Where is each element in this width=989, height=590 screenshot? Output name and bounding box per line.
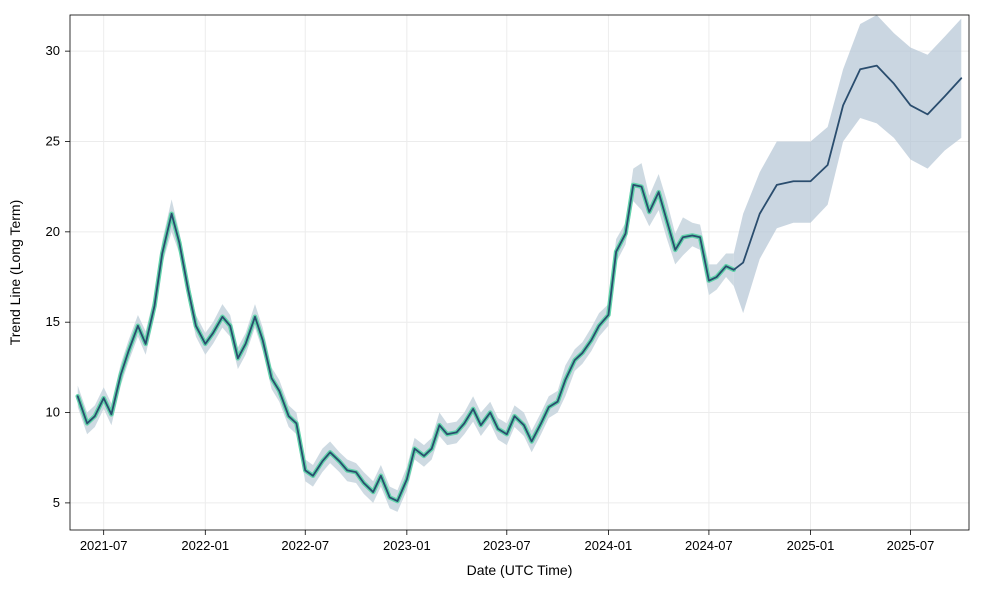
y-tick-label: 25 [46, 133, 60, 148]
x-tick-label: 2024-07 [685, 538, 733, 553]
y-axis-label: Trend Line (Long Term) [7, 200, 23, 346]
y-tick-label: 10 [46, 405, 60, 420]
chart-svg: 2021-07 2022-01 2022-07 2023-01 2023-07 2024-… [0, 0, 989, 590]
x-tick-label: 2023-01 [383, 538, 431, 553]
trend-chart: 2021-07 2022-01 2022-07 2023-01 2023-07 2024-… [0, 0, 989, 590]
x-tick-label: 2022-01 [181, 538, 229, 553]
x-tick-label: 2022-07 [281, 538, 329, 553]
y-tick-label: 20 [46, 224, 60, 239]
x-tick-label: 2025-01 [787, 538, 835, 553]
y-tick-label: 30 [46, 43, 60, 58]
y-tick-label: 15 [46, 314, 60, 329]
x-tick-label: 2023-07 [483, 538, 531, 553]
x-tick-label: 2024-01 [585, 538, 633, 553]
x-tick-label: 2025-07 [887, 538, 935, 553]
y-tick-label: 5 [53, 495, 60, 510]
x-tick-label: 2021-07 [80, 538, 128, 553]
x-axis-label: Date (UTC Time) [467, 562, 573, 578]
